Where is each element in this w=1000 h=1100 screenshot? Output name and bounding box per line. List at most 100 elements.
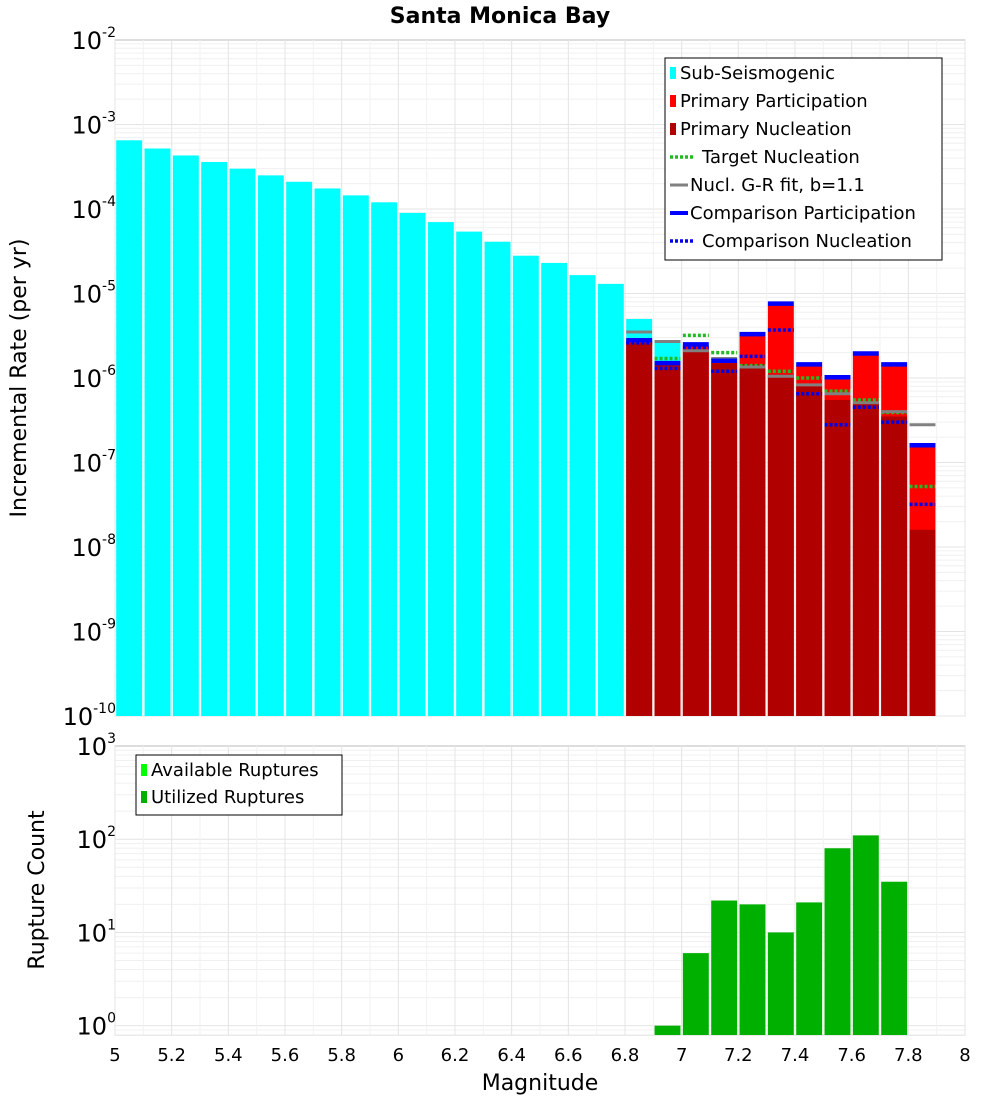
x-tick-label: 5 — [109, 1045, 120, 1066]
bar-sub-seismogenic-1 — [144, 148, 171, 717]
bar-sub-seismogenic-14 — [512, 255, 539, 716]
bar-utilized-ruptures-1 — [682, 953, 709, 1035]
bar-primary-nucleation-3 — [711, 363, 738, 716]
bar-primary-nucleation-0 — [626, 342, 653, 716]
rate-legend: Sub-Seismogenic Primary Participation Prim… — [664, 57, 943, 261]
x-tick-label: 6 — [393, 1045, 404, 1066]
x-tick-label: 7.8 — [894, 1045, 923, 1066]
x-tick-label: 6.8 — [611, 1045, 640, 1066]
x-tick-label: 8 — [959, 1045, 970, 1066]
count-y-axis-label: Rupture Count — [25, 810, 50, 970]
y-tick-base: 10 — [77, 1013, 108, 1041]
legend-label-comparison-nucleation: Comparison Nucleation — [702, 231, 912, 252]
y-tick-label: 101 — [77, 917, 116, 947]
bar-primary-nucleation-1 — [654, 364, 681, 716]
y-tick-label: 100 — [77, 1011, 116, 1041]
bar-sub-seismogenic-0 — [116, 140, 143, 716]
bar-utilized-ruptures-7 — [852, 835, 879, 1035]
y-tick-base: 10 — [71, 534, 102, 562]
legend-label-sub-seismogenic: Sub-Seismogenic — [680, 63, 835, 84]
bar-primary-nucleation-7 — [824, 399, 851, 716]
x-tick-label: 7.2 — [724, 1045, 753, 1066]
bar-sub-seismogenic-9 — [371, 202, 398, 716]
chart-title: Santa Monica Bay — [390, 4, 610, 29]
y-tick-base: 10 — [77, 733, 108, 761]
x-tick-label: 6.2 — [441, 1045, 470, 1066]
y-tick-label: 10-5 — [71, 279, 116, 309]
y-tick-exponent: 0 — [107, 1011, 116, 1027]
x-tick-label: 5.4 — [214, 1045, 243, 1066]
bar-sub-seismogenic-11 — [427, 222, 454, 716]
legend-label-utilized-ruptures: Utilized Ruptures — [151, 787, 304, 808]
bar-utilized-ruptures-8 — [881, 881, 908, 1035]
x-tick-label: 6.4 — [497, 1045, 526, 1066]
y-tick-label: 10-2 — [71, 25, 116, 55]
y-tick-label: 102 — [77, 824, 116, 854]
legend-swatch-primary-nucleation — [670, 123, 676, 135]
y-tick-exponent: -6 — [102, 363, 116, 379]
bar-sub-seismogenic-6 — [286, 181, 313, 717]
legend-box — [664, 57, 943, 261]
y-tick-exponent: -4 — [102, 194, 116, 210]
bar-primary-nucleation-8 — [852, 403, 879, 716]
x-tick-label: 5.6 — [271, 1045, 300, 1066]
bar-utilized-ruptures-4 — [767, 932, 794, 1035]
y-tick-label: 103 — [77, 731, 116, 761]
y-tick-base: 10 — [71, 619, 102, 647]
count-grid — [114, 746, 966, 1036]
legend-label-available-ruptures: Available Ruptures — [151, 760, 319, 781]
legend-box — [135, 754, 343, 816]
y-tick-exponent: 2 — [107, 824, 116, 840]
y-tick-label: 10-8 — [71, 532, 116, 562]
bar-sub-seismogenic-3 — [201, 161, 228, 716]
y-tick-exponent: -3 — [102, 110, 116, 126]
bar-sub-seismogenic-17 — [597, 283, 624, 716]
bar-sub-seismogenic-12 — [456, 231, 483, 716]
bar-primary-nucleation-4 — [739, 364, 766, 716]
y-tick-base: 10 — [71, 450, 102, 478]
legend-swatch-primary-participation — [670, 95, 676, 107]
y-tick-exponent: -8 — [102, 532, 116, 548]
bar-sub-seismogenic-8 — [342, 195, 369, 717]
y-tick-label: 10-6 — [71, 363, 116, 393]
x-tick-label: 7.6 — [837, 1045, 866, 1066]
bar-utilized-ruptures-2 — [711, 900, 738, 1035]
legend-swatch-utilized-ruptures — [141, 791, 147, 803]
y-tick-exponent: -10 — [93, 701, 116, 717]
rate-bars — [116, 140, 936, 717]
bar-sub-seismogenic-4 — [229, 168, 256, 717]
x-tick-label: 7 — [676, 1045, 687, 1066]
legend-swatch-available-ruptures — [141, 764, 147, 776]
y-tick-label: 10-9 — [71, 617, 116, 647]
rate-lines — [626, 301, 936, 507]
y-tick-base: 10 — [71, 112, 102, 140]
bar-primary-nucleation-10 — [909, 529, 936, 716]
x-axis-ticks: 5 5.2 5.4 5.6 5.8 6 6.2 6.4 6.6 6.8 7 7.2 7.4 7.6 7.8 8 — [109, 1045, 970, 1066]
bar-sub-seismogenic-15 — [541, 262, 568, 716]
legend-label-primary-participation: Primary Participation — [680, 91, 868, 112]
y-tick-exponent: -9 — [102, 617, 116, 633]
y-tick-base: 10 — [77, 919, 108, 947]
y-tick-base: 10 — [63, 703, 94, 731]
x-tick-label: 6.6 — [554, 1045, 583, 1066]
legend-label-comparison-participation: Comparison Participation — [690, 203, 916, 224]
bar-sub-seismogenic-5 — [257, 175, 284, 716]
legend-label-nucl-g-r-fit-b-1-1: Nucl. G-R fit, b=1.1 — [690, 175, 865, 196]
bar-sub-seismogenic-13 — [484, 241, 511, 716]
bar-sub-seismogenic-16 — [569, 275, 596, 716]
y-tick-label: 10-4 — [71, 194, 116, 224]
bar-sub-seismogenic-10 — [399, 212, 426, 716]
y-tick-base: 10 — [71, 365, 102, 393]
bar-utilized-ruptures-0 — [654, 1025, 681, 1035]
y-tick-exponent: -2 — [102, 25, 116, 41]
y-tick-exponent: 3 — [107, 731, 116, 747]
y-tick-label: 10-3 — [71, 110, 116, 140]
x-axis-label: Magnitude — [482, 1071, 599, 1096]
bar-utilized-ruptures-6 — [824, 848, 851, 1035]
y-tick-label: 10-10 — [63, 701, 116, 731]
count-legend: Available Ruptures Utilized Ruptures — [135, 754, 343, 816]
legend-label-target-nucleation: Target Nucleation — [701, 147, 860, 168]
